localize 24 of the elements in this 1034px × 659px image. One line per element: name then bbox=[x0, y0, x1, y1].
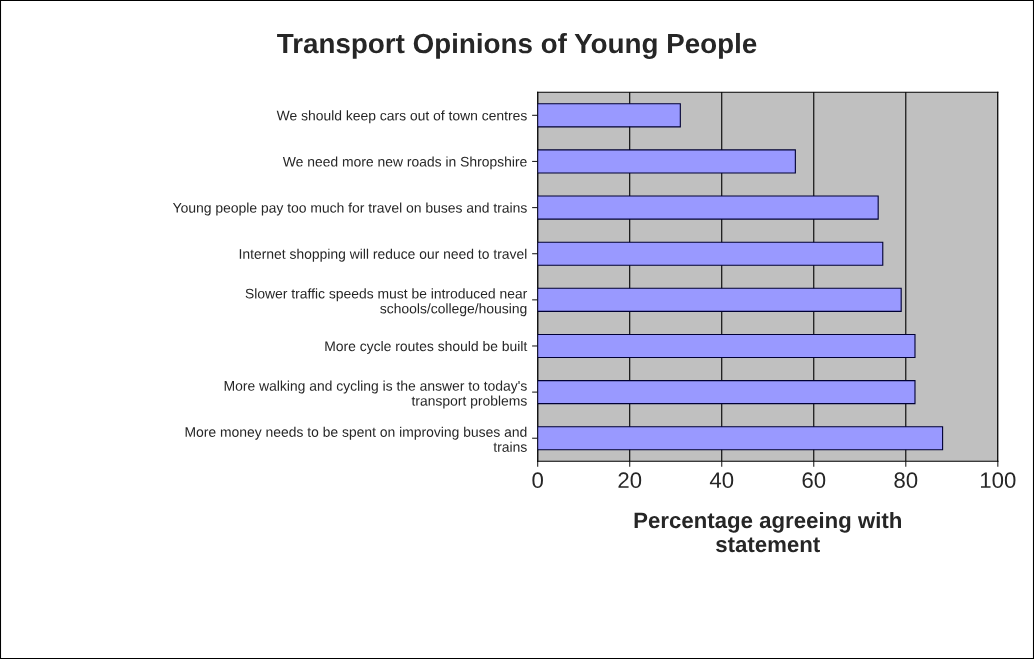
y-tick-label: We should keep cars out of town centres bbox=[276, 110, 527, 124]
x-tick-label: 60 bbox=[802, 472, 826, 489]
bar bbox=[537, 149, 796, 174]
x-tick-label: 0 bbox=[532, 472, 543, 489]
x-tick-label: 20 bbox=[618, 472, 642, 489]
bar bbox=[537, 103, 681, 128]
bar bbox=[537, 195, 879, 220]
bar bbox=[537, 426, 944, 451]
y-tick-label: Young people pay too much for travel on buses and trains bbox=[172, 202, 527, 216]
x-tick-label: 100 bbox=[980, 472, 1016, 489]
bar bbox=[537, 241, 884, 266]
y-tick-label: Slower traffic speeds must be introduced near schools/college/housing bbox=[245, 288, 528, 317]
chart-title: Transport Opinions of Young People bbox=[277, 32, 757, 59]
y-tick-label: We need more new roads in Shropshire bbox=[282, 156, 527, 170]
bar bbox=[537, 333, 916, 359]
x-tick-label: 40 bbox=[709, 472, 734, 489]
x-tick-label: 80 bbox=[894, 472, 918, 489]
x-axis-title: Percentage agreeing with statement bbox=[634, 511, 901, 553]
bar bbox=[537, 380, 916, 405]
y-tick-label: More walking and cycling is the answer to today's transport problems bbox=[224, 380, 527, 409]
bar bbox=[537, 287, 902, 312]
y-tick-label: More money needs to be spent on improving buses and trains bbox=[185, 426, 527, 452]
y-tick-label: More cycle routes should be built bbox=[325, 340, 528, 354]
y-tick-label: Internet shopping will reduce our need to travel bbox=[239, 248, 527, 262]
